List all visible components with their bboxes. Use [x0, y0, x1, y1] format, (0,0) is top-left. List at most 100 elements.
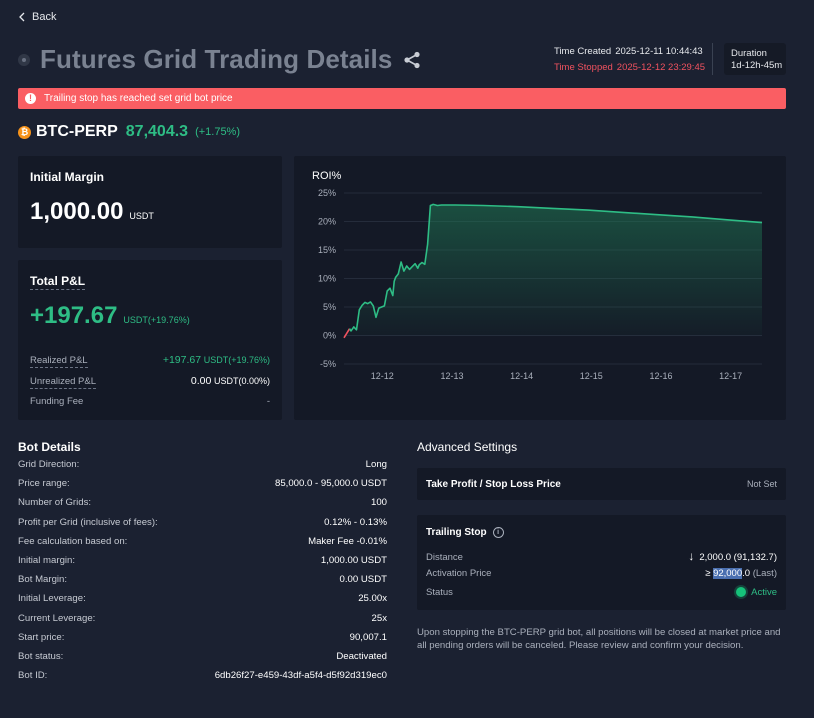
- detail-row: Initial Leverage: 25.00x: [18, 593, 387, 612]
- trailing-stop-title: Trailing Stop: [426, 527, 487, 539]
- pnl-value-row: +197.67 USDT(+19.76%): [30, 302, 190, 330]
- funding-fee-label: Funding Fee: [30, 396, 84, 407]
- detail-value: 25.00x: [358, 593, 387, 605]
- unrealized-pnl-row: Unrealized P&L 0.00 USDT(0.00%): [30, 375, 270, 389]
- time-created-label: Time Created: [554, 46, 612, 57]
- time-stopped-value: 2025-12-12 23:29:45: [616, 62, 706, 73]
- detail-label: Bot status:: [18, 650, 64, 662]
- time-stopped-label: Time Stopped: [554, 62, 613, 73]
- detail-value: Long: [365, 459, 387, 470]
- detail-label: Number of Grids:: [18, 497, 92, 509]
- activation-row: Activation Price ≥ 92,000.0 (Last): [426, 568, 777, 579]
- detail-value: 0.00 USDT: [339, 574, 387, 586]
- detail-label: Grid Direction:: [18, 459, 80, 470]
- time-info: Time Created 2025-12-11 10:44:43 Time St…: [554, 44, 705, 76]
- ticker-change: (+1.75%): [195, 126, 241, 138]
- x-tick-label: 12-12: [371, 371, 394, 381]
- initial-margin-label: Initial Margin: [30, 170, 105, 184]
- exclamation-icon: !: [25, 93, 36, 104]
- detail-label: Initial Leverage:: [18, 593, 86, 605]
- detail-row: Price range: 85,000.0 - 95,000.0 USDT: [18, 478, 387, 497]
- detail-value: 90,007.1: [349, 631, 387, 643]
- funding-fee-value: -: [266, 396, 270, 407]
- roi-chart[interactable]: 25% 20% 15% 10% 5% 0% -5% 12-12 12-13 12-14 12-15 1…: [294, 156, 786, 420]
- tpsl-card[interactable]: Take Profit / Stop Loss Price Not Set: [417, 468, 786, 500]
- activation-label: Activation Price: [426, 568, 492, 579]
- bot-details-list: Grid Direction: Long Price range: 85,000.0 …: [18, 459, 387, 689]
- detail-row: Grid Direction: Long: [18, 459, 387, 478]
- detail-row: Number of Grids: 100: [18, 497, 387, 516]
- activation-highlight: 92,000: [713, 568, 743, 579]
- unrealized-pnl-value: 0.00: [190, 375, 212, 387]
- detail-row: Profit per Grid (inclusive of fees): 0.12…: [18, 517, 387, 536]
- x-tick-label: 12-17: [719, 371, 742, 381]
- detail-row: Current Leverage: 25x: [18, 613, 387, 632]
- detail-row: Fee calculation based on: Maker Fee -0.01…: [18, 536, 387, 555]
- y-tick-label: 5%: [323, 302, 336, 312]
- duration-value: 1d-12h-45m: [731, 60, 783, 71]
- bitcoin-icon: ₿: [18, 125, 31, 139]
- x-tick-label: 12-13: [440, 371, 463, 381]
- distance-row: Distance ↓ 2,000.0 (91,132.7): [426, 549, 777, 563]
- trailing-stop-title-row: Trailing Stop i: [426, 527, 504, 538]
- back-button[interactable]: Back: [18, 11, 56, 23]
- detail-value: 100: [370, 497, 387, 509]
- detail-row: Start price: 90,007.1: [18, 632, 387, 651]
- realized-pnl-label[interactable]: Realized P&L: [30, 355, 88, 368]
- share-icon[interactable]: [402, 50, 422, 70]
- unrealized-pnl-label[interactable]: Unrealized P&L: [30, 376, 97, 389]
- activation-rest: .0: [742, 568, 751, 579]
- divider: [712, 43, 713, 75]
- detail-row: Bot ID: 6db26f27-e459-43df-a5f4-d5f92d319…: [18, 670, 387, 689]
- activation-suffix: (Last): [752, 568, 777, 579]
- bot-details-title: Bot Details: [18, 440, 81, 454]
- unrealized-pnl-unit: USDT(0.00%): [213, 376, 270, 386]
- activation-prefix: ≥: [705, 568, 711, 579]
- status-row: Status Active: [426, 587, 777, 598]
- roi-chart-card: ROI% 25% 20% 15% 10% 5% 0% -5% 12-12 12-13 12-14 1…: [294, 156, 786, 420]
- realized-pnl-value: +197.67: [162, 354, 202, 366]
- trailing-stop-card: Trailing Stop i Distance ↓ 2,000.0 (91,132…: [417, 515, 786, 610]
- detail-label: Current Leverage:: [18, 612, 96, 624]
- chevron-left-icon: [19, 12, 25, 22]
- initial-margin-value-row: 1,000.00 USDT: [30, 198, 154, 226]
- detail-row: Bot status: Deactivated: [18, 651, 387, 670]
- time-created: Time Created 2025-12-11 10:44:43: [554, 44, 705, 60]
- chart-title: ROI%: [312, 170, 342, 182]
- page-title: Futures Grid Trading Details: [40, 44, 393, 74]
- y-tick-label: 15%: [318, 245, 336, 255]
- pnl-label[interactable]: Total P&L: [30, 274, 86, 290]
- y-tick-label: 0%: [323, 331, 336, 341]
- detail-label: Profit per Grid (inclusive of fees):: [18, 516, 158, 528]
- pnl-card: Total P&L +197.67 USDT(+19.76%) Realized…: [18, 260, 282, 420]
- status-value: Active: [751, 587, 777, 598]
- ticker-symbol: BTC-PERP: [36, 123, 118, 140]
- detail-label: Price range:: [18, 478, 70, 490]
- realized-pnl-unit: USDT(+19.76%): [203, 355, 270, 365]
- arrow-down-icon: ↓: [688, 549, 695, 563]
- detail-label: Fee calculation based on:: [18, 535, 128, 547]
- pnl-unit: USDT(+19.76%): [123, 315, 190, 325]
- y-tick-label: 25%: [318, 188, 336, 198]
- detail-label: Bot Margin:: [18, 574, 68, 586]
- y-tick-label: 10%: [318, 274, 336, 284]
- detail-label: Bot ID:: [18, 670, 48, 682]
- status-label: Status: [426, 587, 453, 598]
- stop-note: Upon stopping the BTC-PERP grid bot, all…: [417, 627, 781, 651]
- info-icon[interactable]: i: [492, 527, 504, 538]
- detail-value: Deactivated: [336, 650, 387, 662]
- bot-status-icon: [18, 53, 30, 66]
- detail-value: 1,000.00 USDT: [320, 554, 387, 566]
- x-tick-label: 12-15: [580, 371, 603, 381]
- detail-value: Maker Fee -0.01%: [308, 535, 387, 547]
- tpsl-value: Not Set: [746, 479, 777, 489]
- roi-line: [348, 203, 763, 332]
- time-created-value: 2025-12-11 10:44:43: [615, 46, 703, 57]
- detail-label: Initial margin:: [18, 554, 76, 566]
- detail-value: 0.12% - 0.13%: [324, 516, 387, 528]
- ticker: ₿ BTC-PERP 87,404.3 (+1.75%): [18, 123, 240, 141]
- initial-margin-unit: USDT: [129, 211, 154, 221]
- realized-pnl-row: Realized P&L +197.67 USDT(+19.76%): [30, 354, 270, 368]
- pnl-label-wrap: Total P&L: [30, 274, 86, 290]
- x-tick-label: 12-16: [649, 371, 672, 381]
